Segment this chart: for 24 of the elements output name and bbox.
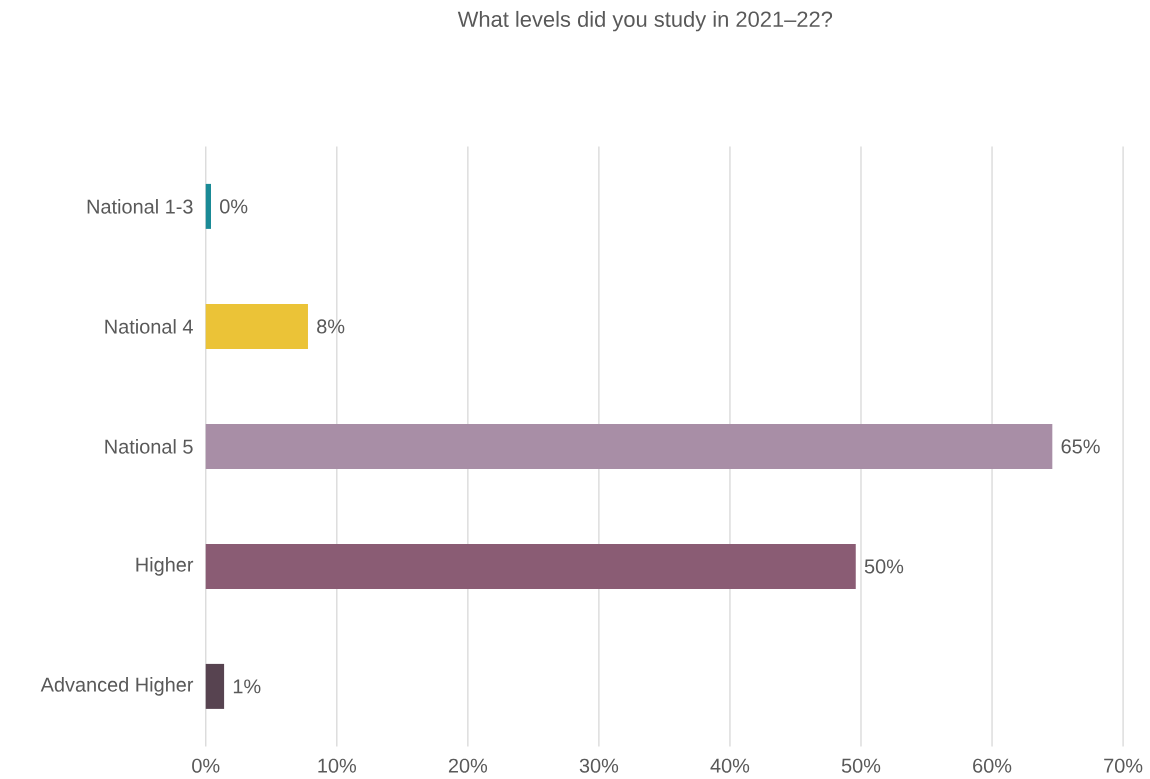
- y-tick-label: National 1-3: [87, 198, 193, 214]
- bar: [205, 423, 1053, 469]
- bar: [205, 303, 308, 349]
- data-label: 8%: [317, 319, 345, 334]
- x-tick-label: 20%: [448, 758, 488, 773]
- chart-title: What levels did you study in 2021–22?: [457, 10, 833, 32]
- y-tick-label: National 4: [105, 318, 193, 334]
- x-tick-label: 40%: [710, 758, 750, 773]
- data-label: 65%: [1061, 439, 1100, 454]
- x-tick-label: 50%: [841, 758, 881, 773]
- data-label: 0%: [220, 199, 248, 214]
- x-tick-label: 10%: [318, 758, 357, 773]
- bar: [205, 183, 211, 229]
- y-tick-label: Higher: [136, 556, 194, 576]
- bar: [205, 543, 856, 589]
- data-label: 1%: [233, 679, 261, 694]
- x-tick-label: 0%: [192, 758, 220, 773]
- data-label: 50%: [864, 559, 904, 574]
- bar: [205, 663, 225, 709]
- y-tick-label: National 5: [105, 438, 193, 454]
- x-tick-label: 30%: [579, 758, 619, 773]
- x-tick-label: 70%: [1104, 758, 1143, 773]
- y-tick-label: Advanced Higher: [40, 676, 194, 696]
- x-tick-label: 60%: [973, 758, 1012, 773]
